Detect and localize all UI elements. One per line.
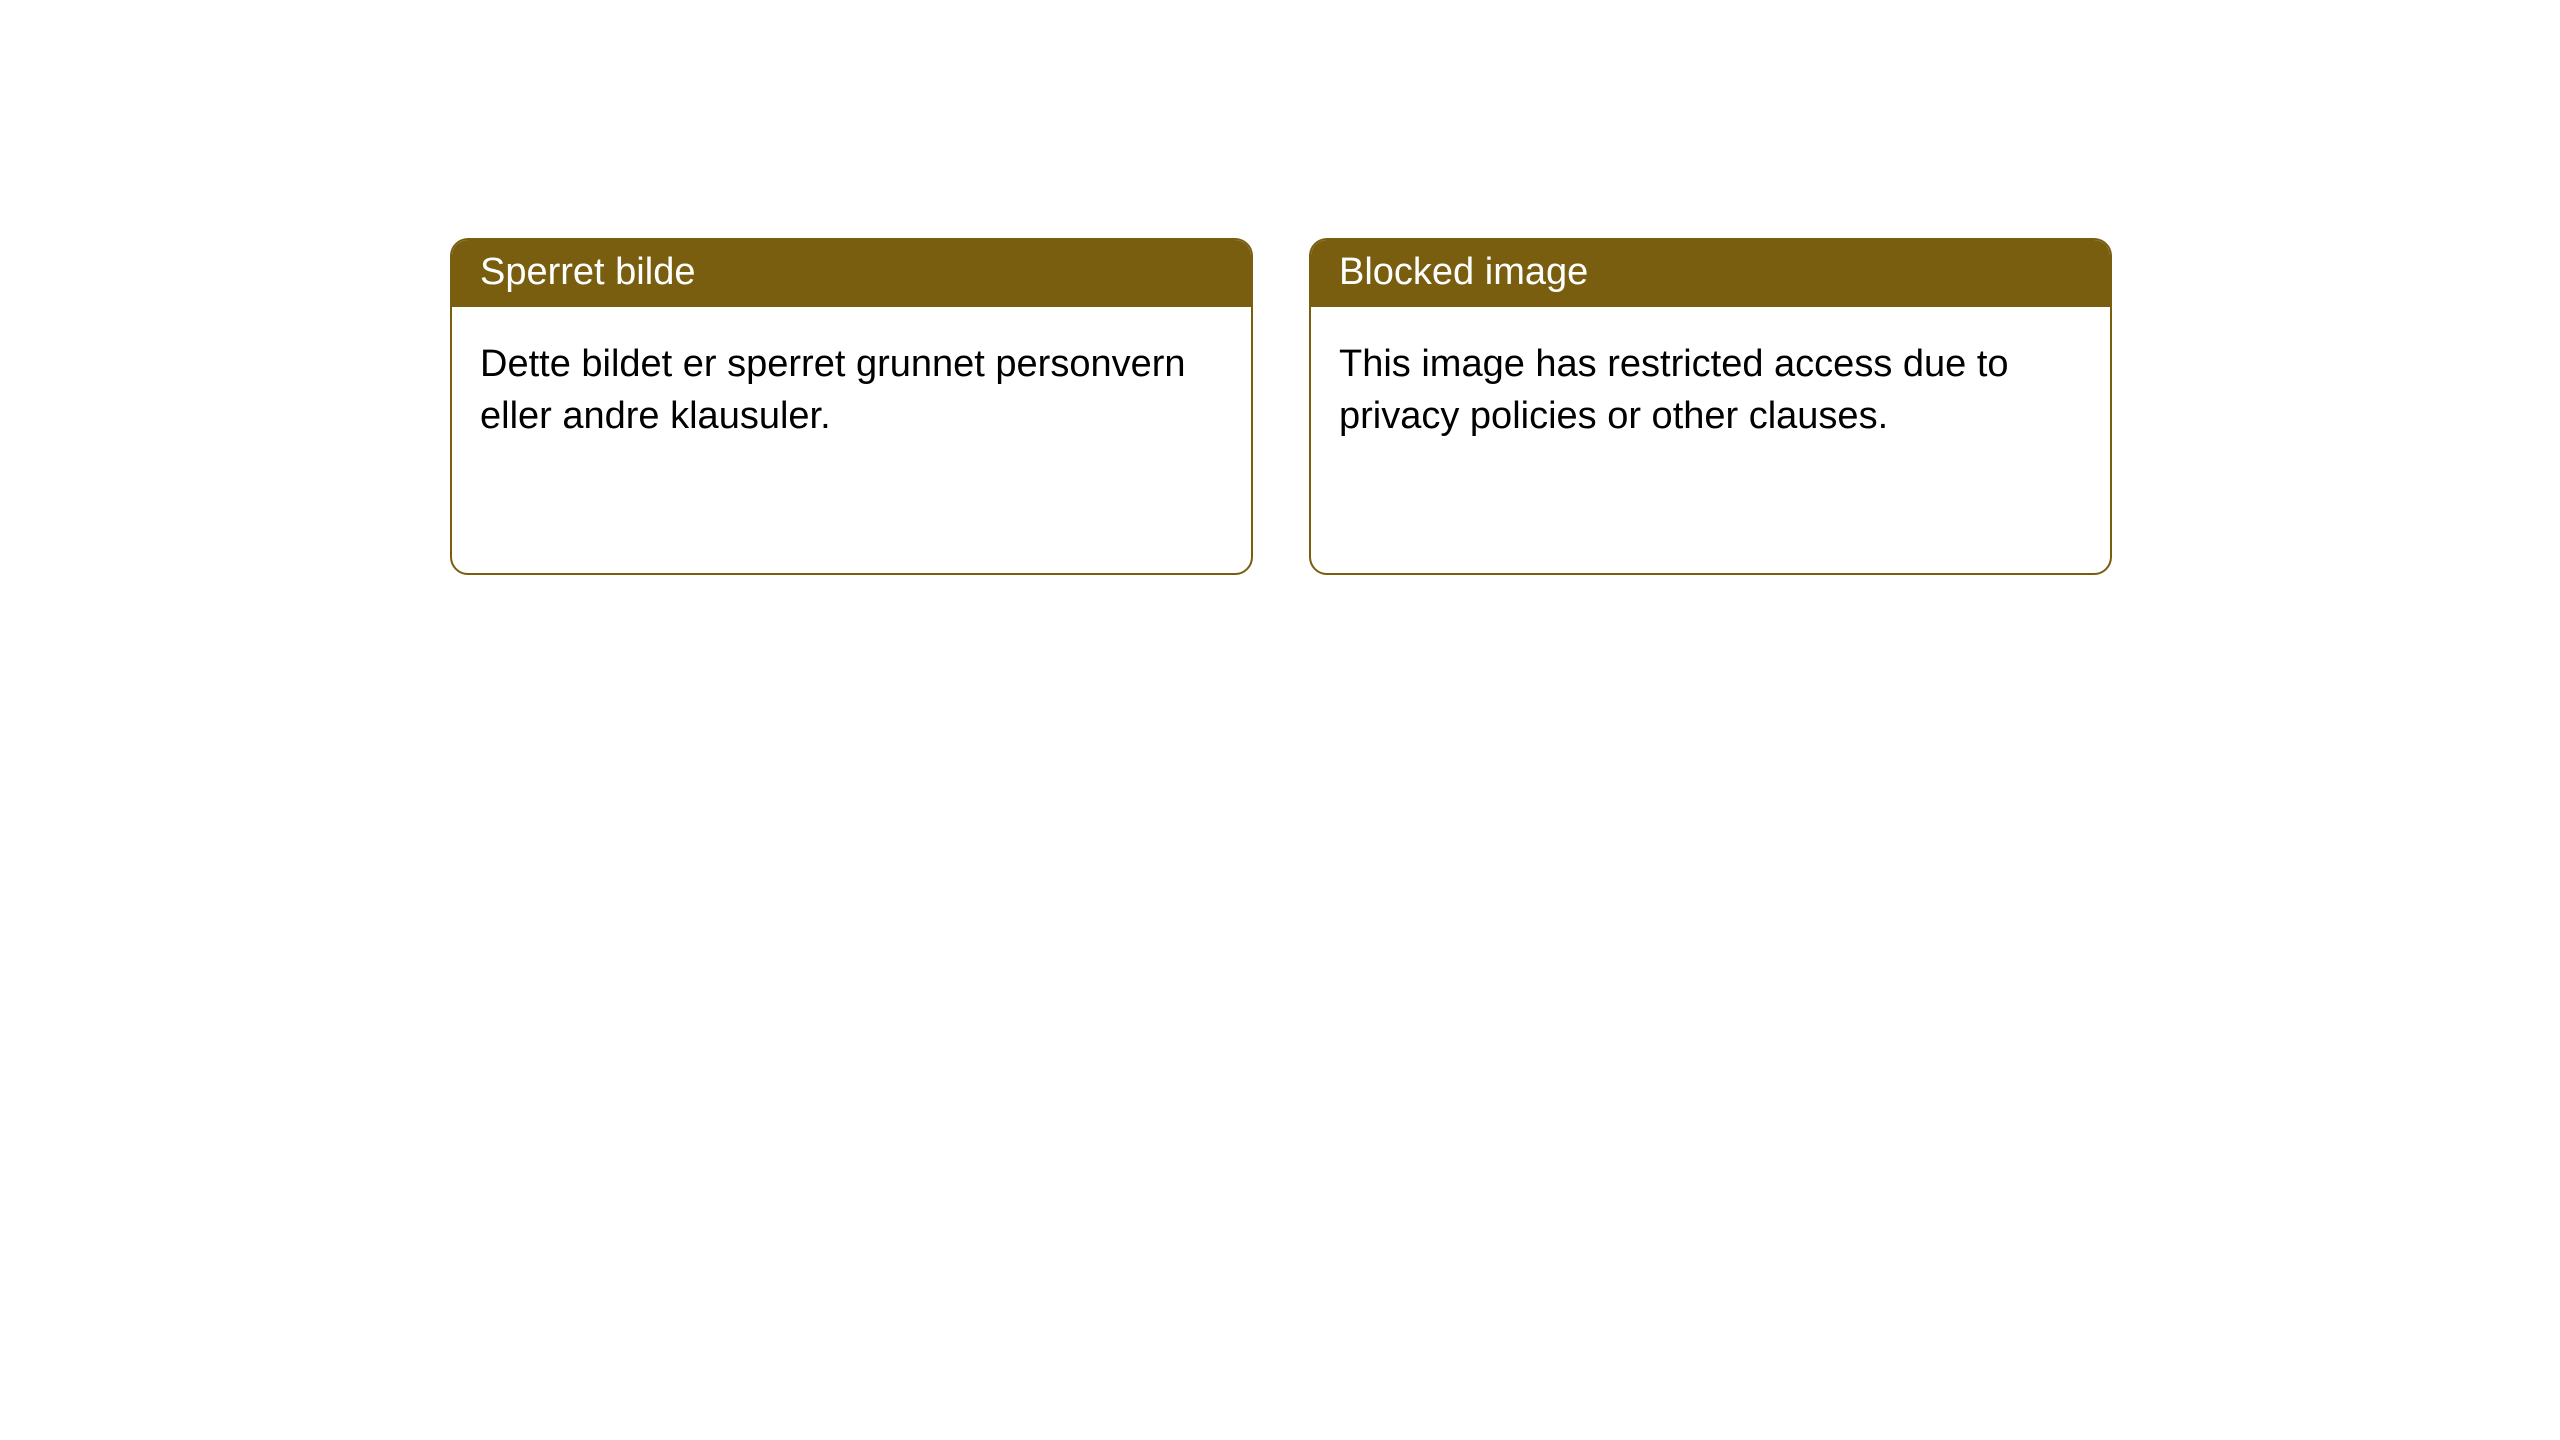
card-header-no: Sperret bilde [452, 240, 1251, 307]
card-message-en: This image has restricted access due to … [1339, 343, 2009, 436]
card-header-en: Blocked image [1311, 240, 2110, 307]
blocked-image-card-no: Sperret bilde Dette bildet er sperret gr… [450, 238, 1253, 575]
blocked-image-card-en: Blocked image This image has restricted … [1309, 238, 2112, 575]
notice-container: Sperret bilde Dette bildet er sperret gr… [0, 0, 2560, 575]
card-body-en: This image has restricted access due to … [1311, 307, 2110, 474]
card-title-no: Sperret bilde [480, 251, 695, 293]
card-message-no: Dette bildet er sperret grunnet personve… [480, 343, 1186, 436]
card-title-en: Blocked image [1339, 251, 1588, 293]
card-body-no: Dette bildet er sperret grunnet personve… [452, 307, 1251, 474]
